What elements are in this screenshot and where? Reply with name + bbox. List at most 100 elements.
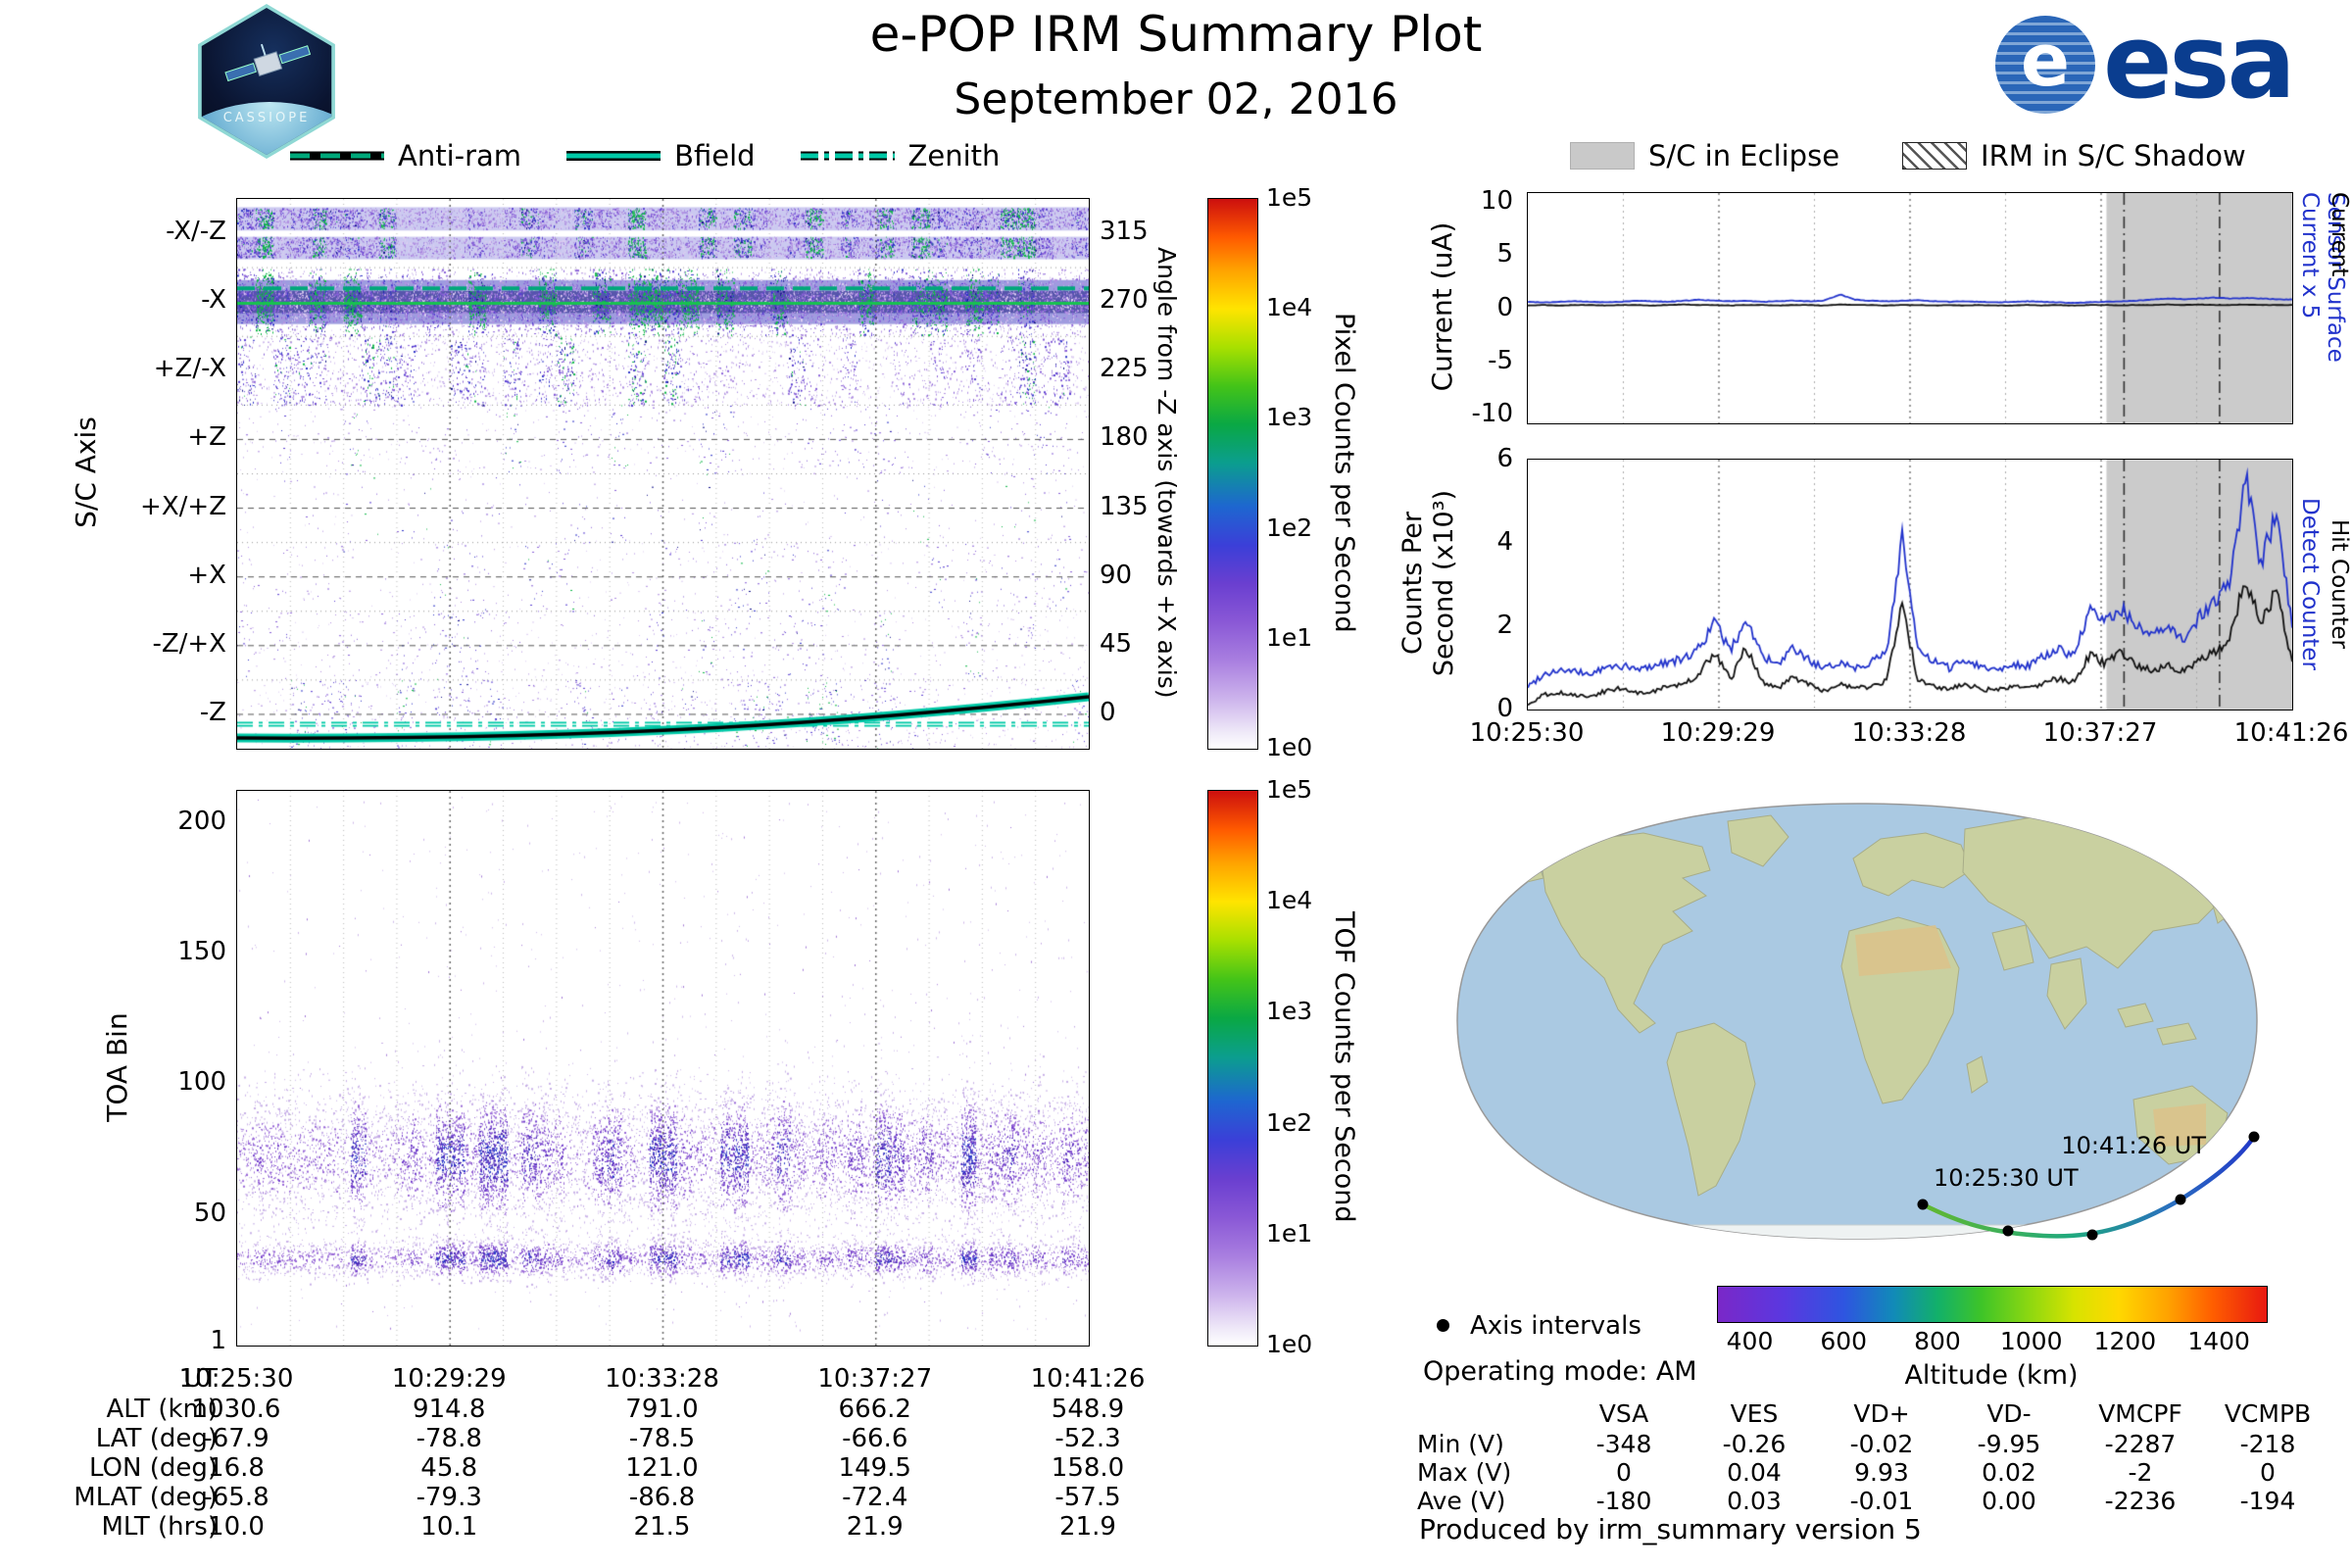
time-xtick-label: 10:37:27 — [2042, 718, 2158, 748]
legend-bfield-label: Bfield — [674, 139, 756, 172]
legend-item-antiram: Anti-ram — [290, 139, 521, 172]
landmass — [1852, 832, 1972, 897]
ephemeris-row-label: ALT (km) — [106, 1395, 218, 1424]
world-map: 10:25:30 UT 10:41:26 UT — [1456, 803, 2260, 1241]
altitude-tick-label: 1200 — [2093, 1327, 2157, 1355]
esa-globe-icon: e — [1995, 16, 2095, 114]
ephemeris-row-label: LON (deg) — [88, 1453, 218, 1483]
ephemeris-cell: 149.5 — [838, 1453, 911, 1483]
counts-ytick-label: 2 — [1496, 611, 1513, 640]
angle-axis-tick-label: 90 — [1100, 560, 1133, 590]
shadow-swatch-icon — [1902, 142, 1968, 170]
axis-interval-dot — [2086, 1229, 2098, 1241]
legend-item-zenith: Zenith — [800, 139, 1000, 172]
eclipse-legend: S/C in Eclipse IRM in S/C Shadow — [1570, 139, 2246, 172]
tof-counts-colorbar-label: TOF Counts per Second — [1329, 911, 1359, 1223]
sc-axis-tick-label: +Z — [187, 422, 226, 453]
ephemeris-cell: 548.9 — [1051, 1395, 1125, 1424]
zenith-line-icon — [800, 151, 895, 161]
landmass — [1991, 924, 2034, 971]
shadow-label: IRM in S/C Shadow — [1981, 139, 2246, 172]
world-map-panel: 10:25:30 UT 10:41:26 UT — [1416, 776, 2298, 1266]
altitude-axis-label: Altitude (km) — [1904, 1360, 2079, 1391]
sc-axis-spectrogram-canvas — [237, 199, 1089, 749]
voltage-cell: -9.95 — [1977, 1430, 2041, 1458]
altitude-tick-label: 600 — [1820, 1327, 1868, 1355]
voltage-row-label: Min (V) — [1417, 1430, 1504, 1458]
time-xtick-label: 10:41:26 — [2233, 718, 2349, 748]
voltage-row-label: Ave (V) — [1417, 1487, 1506, 1515]
pixel-colorbar-tick-label: 1e0 — [1266, 733, 1313, 761]
tof-colorbar-tick-label: 1e1 — [1266, 1218, 1313, 1248]
landmass — [1541, 832, 1711, 1034]
legend-antiram-label: Anti-ram — [398, 139, 522, 172]
counts-ylabel-line2: Second (x10³) — [1429, 489, 1459, 677]
altitude-tick-label: 1400 — [2187, 1327, 2250, 1355]
current-ytick-label: -5 — [1488, 345, 1513, 375]
current-ytick-label: 10 — [1480, 185, 1513, 216]
ephemeris-cell: -78.8 — [416, 1424, 482, 1453]
landmass — [1727, 814, 1789, 867]
time-xtick-label: 10:33:28 — [1851, 718, 1967, 748]
sc-axis-tick-label: -Z — [199, 697, 226, 727]
desert-region — [2153, 1103, 2206, 1147]
current-ytick-label: 5 — [1496, 239, 1513, 270]
toa-spectrogram-canvas — [237, 791, 1089, 1346]
toa-tick-label: 200 — [177, 807, 226, 836]
counts-ylabel-line1: Counts Per — [1397, 512, 1428, 655]
voltage-cell: 0.02 — [1982, 1458, 2036, 1487]
legend-item-shadow: IRM in S/C Shadow — [1902, 139, 2246, 172]
cassiope-label: CASSIOPE — [222, 111, 311, 125]
toa-tick-label: 50 — [193, 1199, 226, 1228]
altitude-colorbar — [1717, 1286, 2268, 1323]
angle-axis-label: Angle from -Z axis (towards +X axis) — [1152, 247, 1181, 699]
tof-colorbar-tick-label: 1e3 — [1266, 997, 1313, 1026]
satellite-icon — [224, 43, 312, 82]
current-plot-canvas — [1528, 193, 2292, 423]
ephemeris-cell: 21.9 — [846, 1512, 904, 1542]
angle-axis-tick-label: 225 — [1100, 354, 1149, 384]
axis-interval-dot — [2248, 1131, 2260, 1143]
operating-mode-label: Operating mode: AM — [1423, 1356, 1697, 1387]
counts-plot-panel — [1527, 459, 2293, 710]
voltage-column-header: VES — [1730, 1399, 1779, 1428]
ephemeris-cell: 10:33:28 — [605, 1364, 719, 1394]
esa-logo: esa — [2103, 2, 2296, 122]
sc-axis-tick-label: +X/+Z — [140, 491, 226, 521]
voltage-cell: 0.03 — [1727, 1487, 1782, 1515]
voltage-cell: 0.04 — [1727, 1458, 1782, 1487]
ephemeris-cell: 914.8 — [413, 1395, 486, 1424]
landmass — [2117, 1003, 2154, 1028]
voltage-column-header: VD+ — [1853, 1399, 1910, 1428]
voltage-cell: -194 — [2239, 1487, 2296, 1515]
pixel-colorbar-tick-label: 1e1 — [1266, 622, 1313, 652]
ephemeris-row-label: MLAT (deg) — [74, 1483, 218, 1512]
angle-axis-tick-label: 180 — [1100, 422, 1149, 453]
legend-item-eclipse: S/C in Eclipse — [1570, 139, 1839, 172]
counts-ytick-label: 6 — [1496, 444, 1513, 473]
sc-axis-tick-label: +Z/-X — [153, 354, 226, 384]
counts-ytick-label: 4 — [1496, 527, 1513, 557]
tof-counts-colorbar — [1207, 790, 1258, 1347]
altitude-tick-label: 400 — [1726, 1327, 1774, 1355]
landmass — [1666, 1022, 1756, 1197]
voltage-cell: 0 — [1616, 1458, 1632, 1487]
voltage-cell: -0.26 — [1722, 1430, 1787, 1458]
tof-colorbar-tick-label: 1e0 — [1266, 1330, 1313, 1358]
voltage-column-header: VD- — [1986, 1399, 2032, 1428]
toa-spectrogram-panel — [236, 790, 1090, 1347]
ephemeris-cell: 10:25:30 — [178, 1364, 294, 1394]
voltage-column-header: VCMPB — [2224, 1399, 2312, 1428]
ephemeris-cell: 666.2 — [838, 1395, 911, 1424]
bfield-line-icon — [566, 151, 662, 161]
ephemeris-cell: 10:41:26 — [1030, 1364, 1146, 1394]
sc-axis-ylabel: S/C Axis — [70, 416, 102, 528]
track-end-label: 10:41:26 UT — [2061, 1132, 2206, 1159]
eclipse-swatch-icon — [1570, 142, 1635, 170]
angle-axis-tick-label: 0 — [1100, 697, 1116, 727]
esa-globe-letter: e — [2020, 19, 2071, 103]
ephemeris-cell: 10:29:29 — [391, 1364, 507, 1394]
tof-colorbar-tick-label: 1e5 — [1266, 775, 1313, 804]
current-plot-panel — [1527, 192, 2293, 424]
